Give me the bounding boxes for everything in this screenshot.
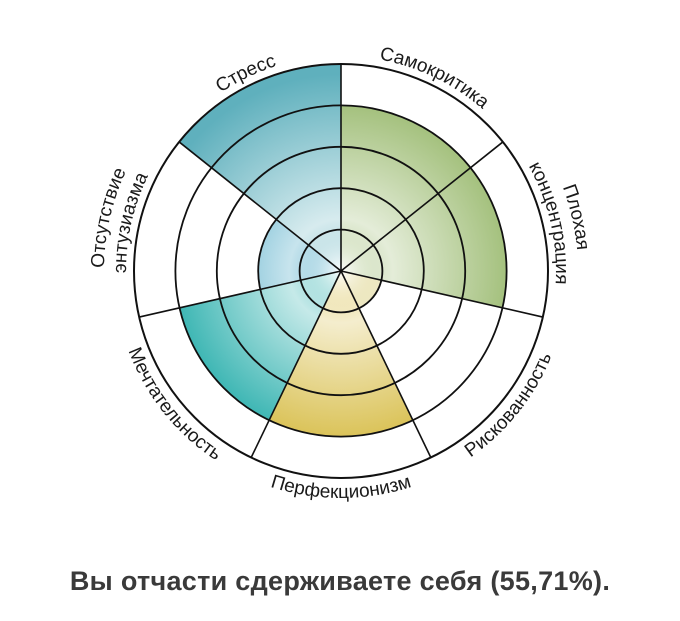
sector-6 xyxy=(258,219,341,290)
spoke-5 xyxy=(250,270,342,458)
spoke-4 xyxy=(340,270,432,458)
grid-layer xyxy=(133,63,549,479)
spoke-6 xyxy=(139,270,342,318)
spoke-7 xyxy=(178,141,342,272)
spoke-2 xyxy=(340,141,504,272)
label-3: Рискованность xyxy=(461,349,556,461)
label-1: Самокритика xyxy=(378,44,493,114)
spoke-3 xyxy=(340,270,543,318)
sector-layer xyxy=(179,64,507,437)
result-text: Вы отчасти сдерживаете себя (55,71%). xyxy=(69,566,611,596)
sector-7 xyxy=(179,64,341,271)
wheel-svg: СамокритикаПлохаяконцентрацияРискованнос… xyxy=(88,44,593,503)
wheel-chart: Самокритика Плохая концентрация Рискованнос… xyxy=(88,44,593,503)
sector-1 xyxy=(341,105,471,272)
label-4: Перфекционизм xyxy=(269,471,414,503)
